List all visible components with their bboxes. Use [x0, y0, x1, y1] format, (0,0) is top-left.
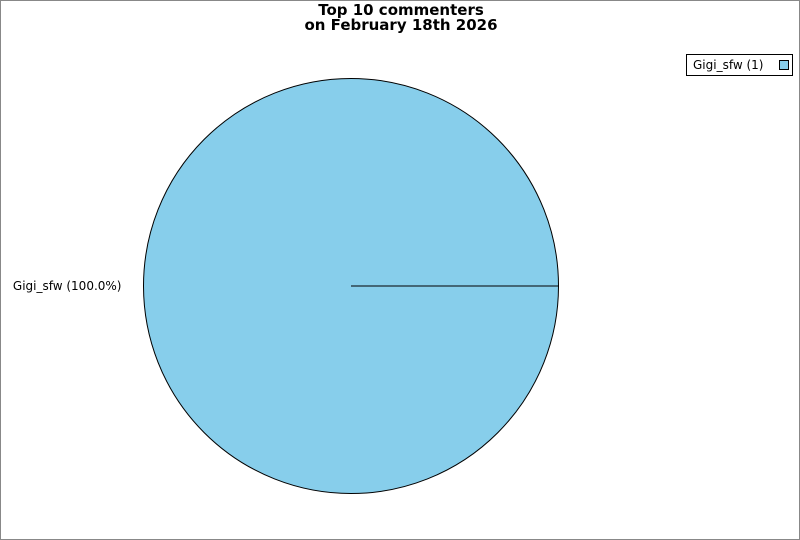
- chart-title: Top 10 commenters on February 18th 2026: [1, 1, 799, 34]
- chart-title-line-1: Top 10 commenters: [318, 1, 484, 19]
- chart-title-line-2: on February 18th 2026: [304, 16, 498, 34]
- legend: Gigi_sfw (1): [686, 54, 793, 76]
- slice-label: Gigi_sfw (100.0%): [13, 279, 122, 293]
- legend-swatch: [779, 60, 789, 70]
- legend-label: Gigi_sfw (1): [693, 58, 764, 72]
